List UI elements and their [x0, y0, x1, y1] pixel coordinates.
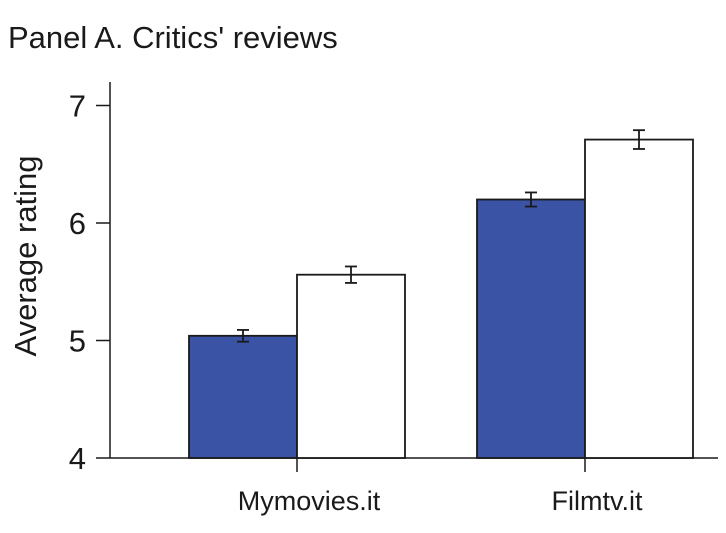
error-bars — [237, 129, 645, 343]
bar — [296, 273, 406, 459]
chart-title: Panel A. Critics' reviews — [8, 20, 338, 55]
bar — [476, 198, 586, 459]
bar — [188, 334, 298, 459]
x-tick-label: Filmtv.it — [552, 486, 643, 516]
bars — [188, 138, 694, 459]
y-tick-label: 5 — [69, 324, 86, 359]
y-tick-label: 4 — [69, 441, 86, 476]
y-axis-label: Average rating — [8, 155, 43, 356]
y-tick-label: 7 — [69, 89, 86, 124]
y-tick-label: 6 — [69, 206, 86, 241]
y-tick-labels: 4 5 6 7 — [69, 89, 86, 477]
x-tick-labels: Mymovies.it Filmtv.it — [238, 486, 643, 516]
x-tick-label: Mymovies.it — [238, 486, 381, 516]
bar — [584, 138, 694, 459]
